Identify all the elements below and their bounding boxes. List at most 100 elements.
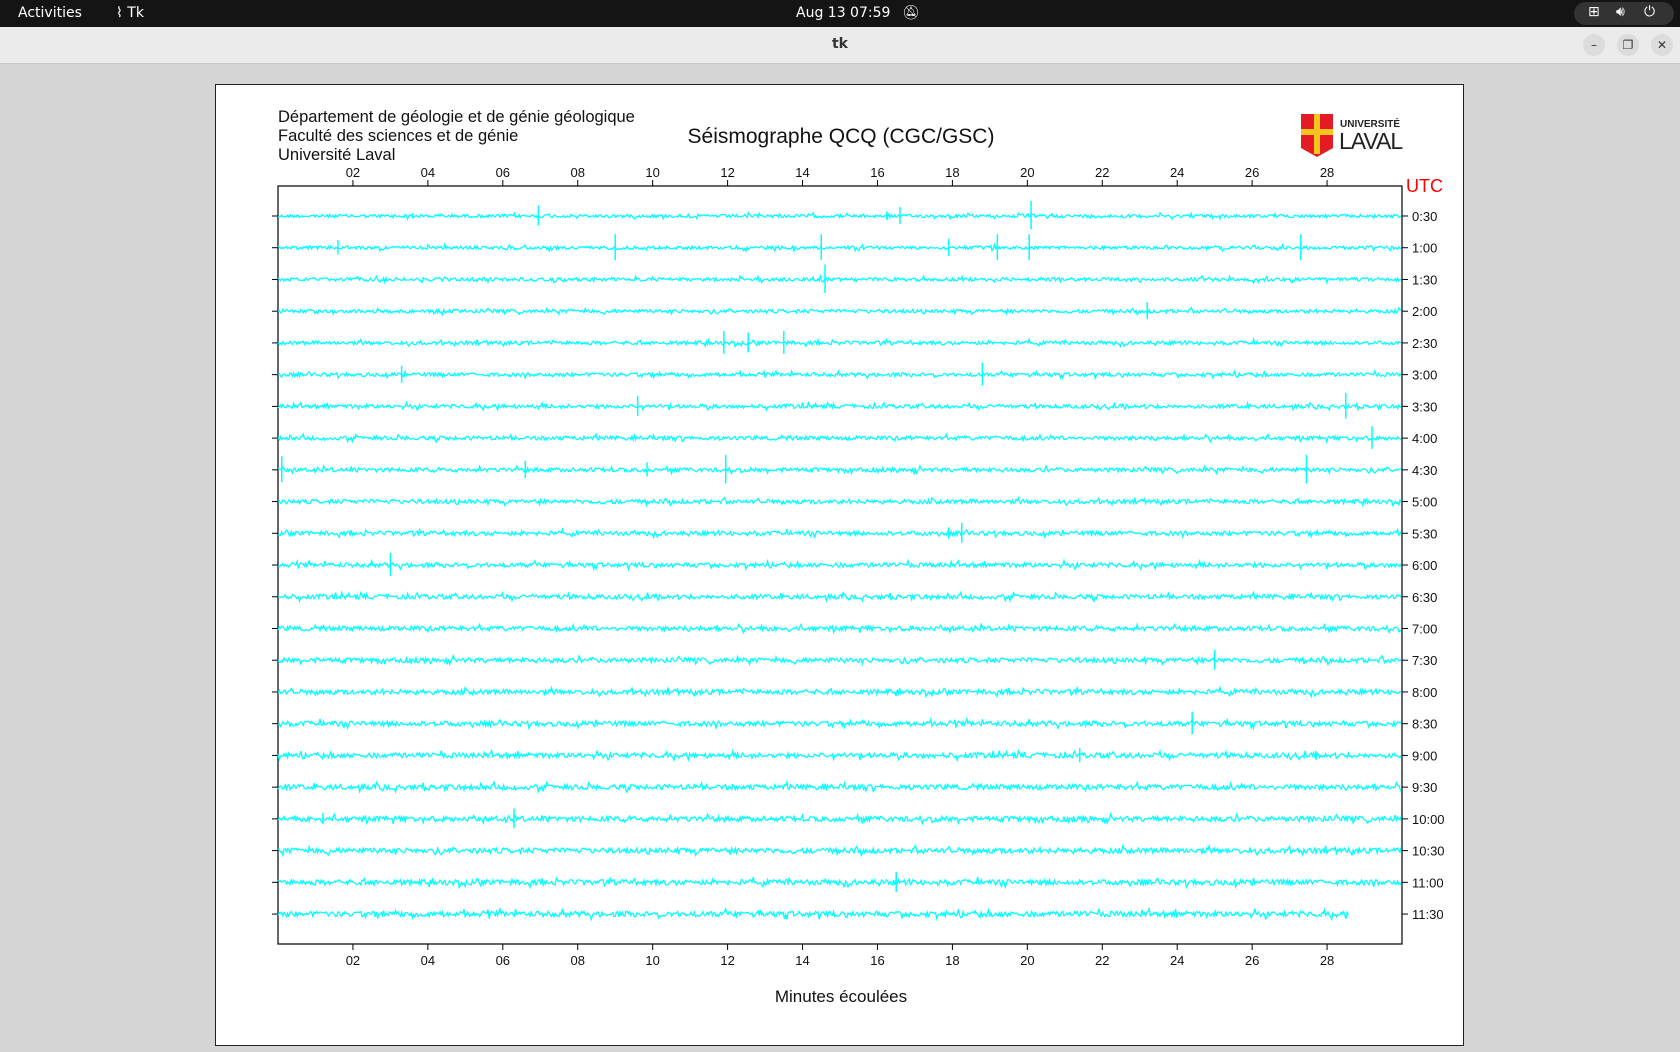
row-time-label: 10:00 — [1412, 812, 1445, 827]
activities-button[interactable]: Activities — [18, 5, 82, 21]
universite-laval-logo: UNIVERSITÉ LAVAL — [1301, 114, 1404, 157]
seismic-trace — [277, 748, 1402, 763]
row-time-label: 5:00 — [1412, 495, 1437, 510]
seismograph-canvas: Département de géologie et de génie géol… — [215, 84, 1464, 1046]
seismic-trace — [277, 876, 1402, 890]
utc-label: UTC — [1406, 176, 1443, 196]
row-time-label: 8:30 — [1412, 717, 1437, 732]
x-tick-label-bottom: 16 — [870, 953, 884, 968]
x-tick-label-bottom: 04 — [421, 953, 435, 968]
power-icon: ⏻ — [1644, 4, 1656, 20]
seismic-trace — [277, 684, 1402, 699]
x-tick-label-bottom: 18 — [945, 953, 959, 968]
x-tick-label-bottom: 22 — [1095, 953, 1109, 968]
x-tick-label-top: 08 — [570, 165, 584, 180]
x-tick-label-bottom: 28 — [1320, 953, 1334, 968]
x-tick-label-bottom: 24 — [1170, 953, 1184, 968]
x-tick-label-bottom: 12 — [720, 953, 734, 968]
x-tick-label-top: 28 — [1320, 165, 1334, 180]
x-tick-label-bottom: 08 — [570, 953, 584, 968]
x-tick-label-top: 14 — [795, 165, 809, 180]
seismic-trace — [277, 211, 1402, 221]
close-button[interactable]: ✕ — [1651, 34, 1673, 56]
x-tick-label-top: 24 — [1170, 165, 1184, 180]
volume-icon: 🔊︎ — [1616, 4, 1625, 20]
seismic-trace — [277, 558, 1402, 572]
x-axis-label: Minutes écoulées — [775, 987, 907, 1006]
row-time-label: 1:00 — [1412, 241, 1437, 256]
seismic-trace — [277, 653, 1402, 667]
row-time-label: 11:30 — [1412, 907, 1444, 922]
row-time-label: 9:30 — [1412, 780, 1437, 795]
x-tick-label-top: 20 — [1020, 165, 1034, 180]
x-tick-label-top: 26 — [1245, 165, 1259, 180]
svg-text:UNIVERSITÉ: UNIVERSITÉ — [1340, 117, 1400, 130]
x-tick-label-top: 18 — [945, 165, 959, 180]
x-tick-label-bottom: 10 — [645, 953, 659, 968]
seismogram-chart: Département de géologie et de génie géol… — [272, 108, 1445, 1006]
x-tick-label-bottom: 14 — [795, 953, 809, 968]
window-titlebar: tk – ❐ ✕ — [0, 27, 1680, 64]
x-tick-label-top: 22 — [1095, 165, 1109, 180]
minimize-button[interactable]: – — [1583, 34, 1605, 56]
x-tick-label-top: 06 — [496, 165, 510, 180]
row-time-label: 11:00 — [1412, 875, 1444, 890]
row-time-label: 3:30 — [1412, 399, 1437, 414]
tk-app-icon: ⌇ — [116, 5, 123, 21]
seismic-trace — [277, 716, 1402, 731]
seismic-trace — [277, 779, 1402, 794]
seismic-trace — [277, 464, 1402, 477]
row-time-label: 7:30 — [1412, 653, 1437, 668]
row-time-label: 7:00 — [1412, 621, 1437, 636]
app-name: Tk — [127, 5, 144, 21]
row-time-label: 0:30 — [1412, 209, 1437, 224]
row-time-label: 6:30 — [1412, 590, 1437, 605]
system-tray[interactable]: ⊞ 🔊︎ ⏻ — [1574, 2, 1674, 25]
seismic-trace — [277, 906, 1349, 922]
seismic-trace — [277, 242, 1402, 254]
seismic-trace — [277, 336, 1402, 349]
x-tick-label-top: 04 — [421, 165, 435, 180]
header-university: Université Laval — [278, 146, 395, 164]
row-time-label: 1:30 — [1412, 272, 1437, 287]
maximize-button[interactable]: ❐ — [1617, 34, 1639, 56]
seismic-trace — [277, 843, 1402, 858]
row-time-label: 8:00 — [1412, 685, 1437, 700]
row-time-label: 5:30 — [1412, 526, 1437, 541]
row-time-label: 2:30 — [1412, 336, 1437, 351]
row-time-label: 4:00 — [1412, 431, 1437, 446]
seismic-trace — [277, 432, 1402, 445]
seismic-trace — [277, 368, 1402, 381]
row-time-label: 10:30 — [1412, 844, 1445, 859]
svg-text:LAVAL: LAVAL — [1339, 128, 1403, 154]
notification-muted-icon: 🔕︎ — [902, 5, 920, 21]
seismic-trace — [277, 590, 1402, 604]
x-tick-label-bottom: 06 — [496, 953, 510, 968]
seismic-trace — [277, 527, 1402, 540]
seismic-trace — [277, 306, 1402, 317]
seismic-trace — [277, 622, 1402, 635]
row-time-label: 4:30 — [1412, 463, 1437, 478]
x-tick-label-top: 02 — [346, 165, 360, 180]
x-tick-label-top: 16 — [870, 165, 884, 180]
window-title: tk — [831, 36, 848, 52]
top-bar: Activities ⌇ Tk Aug 13 07:59 🔕︎ ⊞ 🔊︎ ⏻ — [0, 0, 1680, 27]
seismic-trace — [277, 811, 1402, 826]
seismic-trace — [277, 495, 1402, 508]
row-time-label: 6:00 — [1412, 558, 1437, 573]
chart-title: Séismographe QCQ (CGC/GSC) — [688, 125, 995, 148]
seismic-trace — [277, 273, 1402, 286]
x-tick-label-top: 10 — [645, 165, 659, 180]
app-menu[interactable]: ⌇ Tk — [116, 5, 144, 21]
header-faculty: Faculté des sciences et de génie — [278, 127, 518, 145]
row-time-label: 3:00 — [1412, 368, 1437, 383]
row-time-label: 2:00 — [1412, 304, 1437, 319]
x-tick-label-top: 12 — [720, 165, 734, 180]
x-tick-label-bottom: 02 — [346, 953, 360, 968]
network-icon: ⊞ — [1588, 4, 1600, 20]
x-tick-label-bottom: 26 — [1245, 953, 1259, 968]
x-tick-label-bottom: 20 — [1020, 953, 1034, 968]
clock[interactable]: Aug 13 07:59 — [796, 5, 891, 21]
header-department: Département de géologie et de génie géol… — [278, 108, 635, 126]
seismic-trace — [277, 400, 1402, 412]
